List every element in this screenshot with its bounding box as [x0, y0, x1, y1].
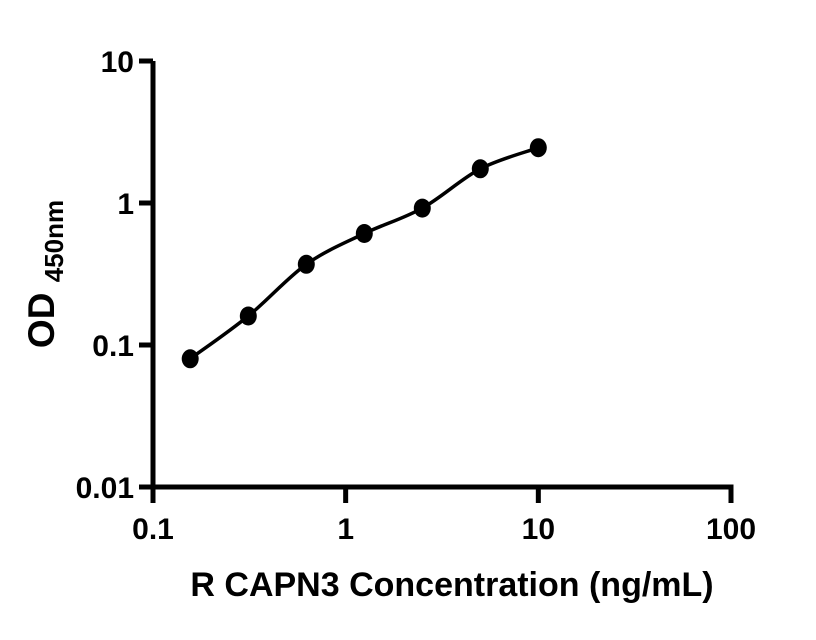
y-axis-title: OD 450nm: [21, 200, 69, 348]
data-point-marker: [181, 349, 199, 369]
x-axis-title: R CAPN3 Concentration (ng/mL): [190, 566, 713, 604]
y-axis-title-main: OD: [21, 293, 62, 349]
x-axis-tick-labels: 0.1 1 10 100: [132, 513, 756, 546]
data-point-marker: [355, 224, 373, 243]
x-axis-ticks: [150, 487, 734, 503]
data-point-marker: [471, 159, 489, 179]
data-point-marker: [297, 254, 315, 274]
x-tick-label: 0.1: [132, 513, 174, 546]
fit-curve-line: [188, 145, 541, 361]
data-point-marker: [239, 306, 257, 326]
data-point-marker: [413, 198, 431, 218]
x-tick-label: 1: [337, 513, 354, 546]
data-point-marker: [529, 138, 547, 158]
y-tick-label: 1: [117, 188, 134, 221]
x-axis: 0.1 1 10 100: [132, 484, 756, 546]
y-tick-label: 0.1: [92, 330, 134, 363]
x-tick-label: 10: [522, 513, 555, 546]
y-tick-label: 10: [101, 46, 134, 79]
y-axis: 0.01 0.1 1 10: [76, 46, 156, 505]
y-axis-tick-labels: 0.01 0.1 1 10: [76, 46, 134, 505]
x-tick-label: 100: [706, 513, 756, 546]
y-tick-label: 0.01: [76, 472, 134, 505]
y-axis-title-subscript: 450nm: [39, 200, 69, 282]
data-points: [181, 138, 547, 369]
